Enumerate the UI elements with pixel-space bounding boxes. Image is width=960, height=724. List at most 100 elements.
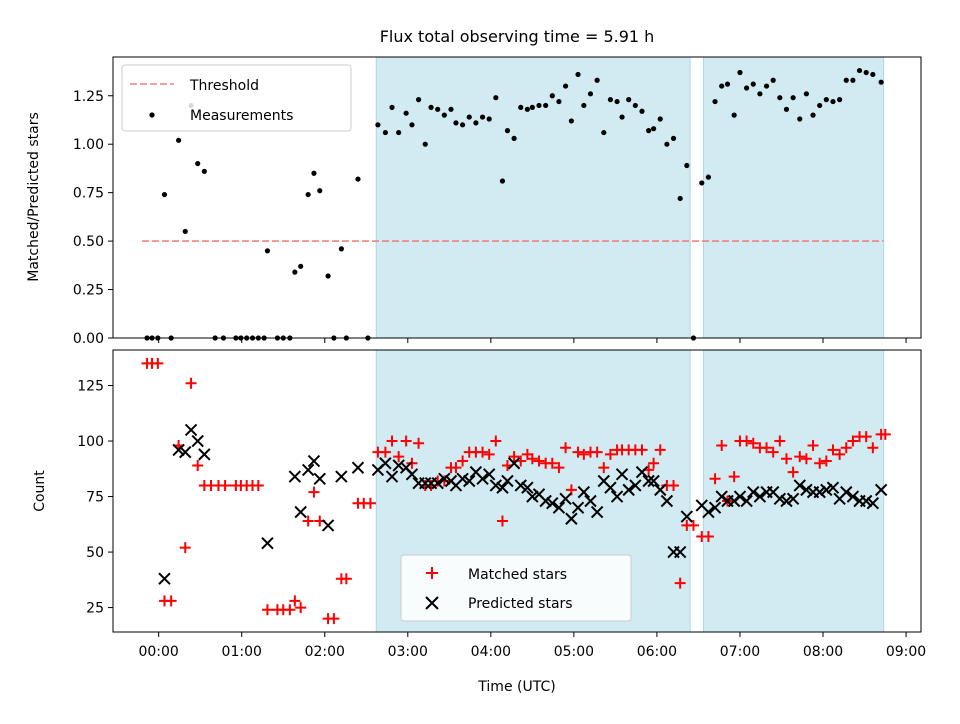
bottom-xtick-label: 02:00 — [305, 644, 345, 660]
predicted-star-point — [438, 472, 451, 485]
predicted-star-point — [288, 470, 302, 483]
bottom-xtick-label: 00:00 — [138, 644, 178, 660]
threshold-legend-label: Threshold — [189, 78, 259, 94]
observing-span-2 — [702, 349, 885, 633]
matched-star-point — [477, 446, 489, 458]
top-ytick-label: 0.50 — [73, 234, 104, 250]
measurement-point — [594, 77, 600, 83]
measurement-point — [632, 102, 638, 109]
predicted-star-point — [431, 477, 444, 490]
matched-star-point — [192, 459, 204, 471]
matched-star-point — [747, 437, 759, 449]
predicted-stars-legend-label: Predicted stars — [468, 596, 573, 612]
measurement-point — [777, 95, 783, 101]
matched-star-point — [413, 437, 425, 449]
predicted-star-point — [489, 479, 503, 492]
predicted-star-point — [733, 490, 747, 503]
bottom-xtick-label: 03:00 — [388, 644, 428, 660]
matched-star-point — [364, 497, 376, 509]
matched-star-point — [687, 519, 699, 531]
measurement-point — [466, 114, 472, 120]
matched-star-point — [674, 577, 686, 589]
matched-stars-legend-swatch — [426, 567, 438, 579]
measurement-point — [292, 269, 298, 275]
matched-star-point — [780, 453, 792, 465]
predicted-star-point — [846, 490, 860, 503]
matched-stars-legend-label: Matched stars — [468, 567, 567, 583]
measurement-point — [311, 170, 317, 176]
predicted-star-point — [654, 483, 667, 497]
measurement-point — [305, 191, 311, 198]
predicted-star-point — [521, 481, 534, 494]
predicted-star-point — [335, 470, 348, 483]
predicted-star-point — [708, 501, 722, 514]
bottom-xtick-label: 04:00 — [471, 644, 511, 660]
measurement-point — [529, 104, 535, 110]
measurement-point — [575, 71, 581, 78]
measurement-point — [737, 69, 743, 76]
measurement-point — [664, 141, 670, 147]
matched-star-point — [496, 515, 508, 527]
predicted-star-point — [172, 443, 185, 457]
predicted-star-point — [615, 468, 629, 481]
matched-star-point — [340, 573, 352, 585]
predicted-star-point — [565, 512, 578, 525]
predicted-star-point — [747, 485, 760, 499]
measurement-point — [543, 102, 549, 109]
measurement-point — [161, 191, 168, 198]
matched-star-point — [533, 455, 545, 467]
measurement-point — [453, 120, 459, 126]
measurement-point — [790, 95, 796, 101]
measurement-point — [684, 162, 690, 169]
measurements-legend-swatch — [149, 112, 155, 118]
predicted-star-point — [321, 519, 335, 532]
top-legend: Threshold Measurements — [121, 64, 352, 132]
predicted-star-point — [584, 494, 597, 508]
matched-star-point — [604, 448, 616, 460]
matched-star-point — [490, 435, 502, 447]
predicted-star-point — [307, 454, 321, 468]
measurement-point — [803, 91, 810, 97]
measurement-point — [524, 106, 530, 112]
predicted-stars-legend-swatch — [425, 596, 439, 610]
bottom-legend: Matched stars Predicted stars — [400, 554, 632, 622]
matched-star-point — [252, 479, 264, 491]
matched-star-point — [767, 446, 779, 458]
predicted-star-point — [740, 494, 753, 508]
predicted-star-point — [680, 510, 694, 523]
matched-star-point — [598, 462, 610, 474]
measurement-point — [504, 128, 511, 134]
measurement-point — [757, 91, 763, 97]
matched-star-point — [867, 442, 879, 454]
measurements-legend-label: Measurements — [190, 108, 293, 124]
matched-star-point — [526, 453, 538, 465]
measurement-point — [298, 263, 304, 269]
predicted-star-point — [559, 492, 572, 505]
measurement-point — [731, 112, 737, 118]
matched-star-point — [483, 448, 495, 460]
matched-star-point — [741, 435, 753, 447]
top-y-axis: 0.00 0.25 0.50 0.75 1.00 1.25 — [73, 89, 113, 347]
matched-star-point — [457, 455, 469, 467]
measurement-point — [750, 81, 756, 87]
measurement-point — [382, 129, 388, 136]
predicted-star-point — [385, 470, 399, 483]
measurement-point — [783, 106, 790, 112]
measurement-point — [657, 116, 663, 122]
predicted-star-point — [552, 501, 566, 514]
matched-star-point — [636, 444, 648, 456]
top-ytick-label: 1.25 — [73, 89, 104, 105]
top-y-label: Matched/Predicted stars — [26, 112, 42, 282]
measurement-point — [843, 77, 849, 83]
matched-star-point — [185, 377, 197, 389]
measurement-point — [863, 69, 869, 76]
matched-star-point — [591, 446, 603, 458]
predicted-star-point — [476, 472, 489, 485]
matched-star-point — [578, 448, 590, 460]
predicted-star-point — [622, 483, 635, 497]
predicted-star-point — [463, 474, 476, 488]
bottom-xtick-label: 09:00 — [886, 644, 926, 660]
measurement-point — [601, 129, 607, 136]
matched-star-point — [560, 442, 572, 454]
top-ytick-label: 0.75 — [73, 186, 104, 202]
